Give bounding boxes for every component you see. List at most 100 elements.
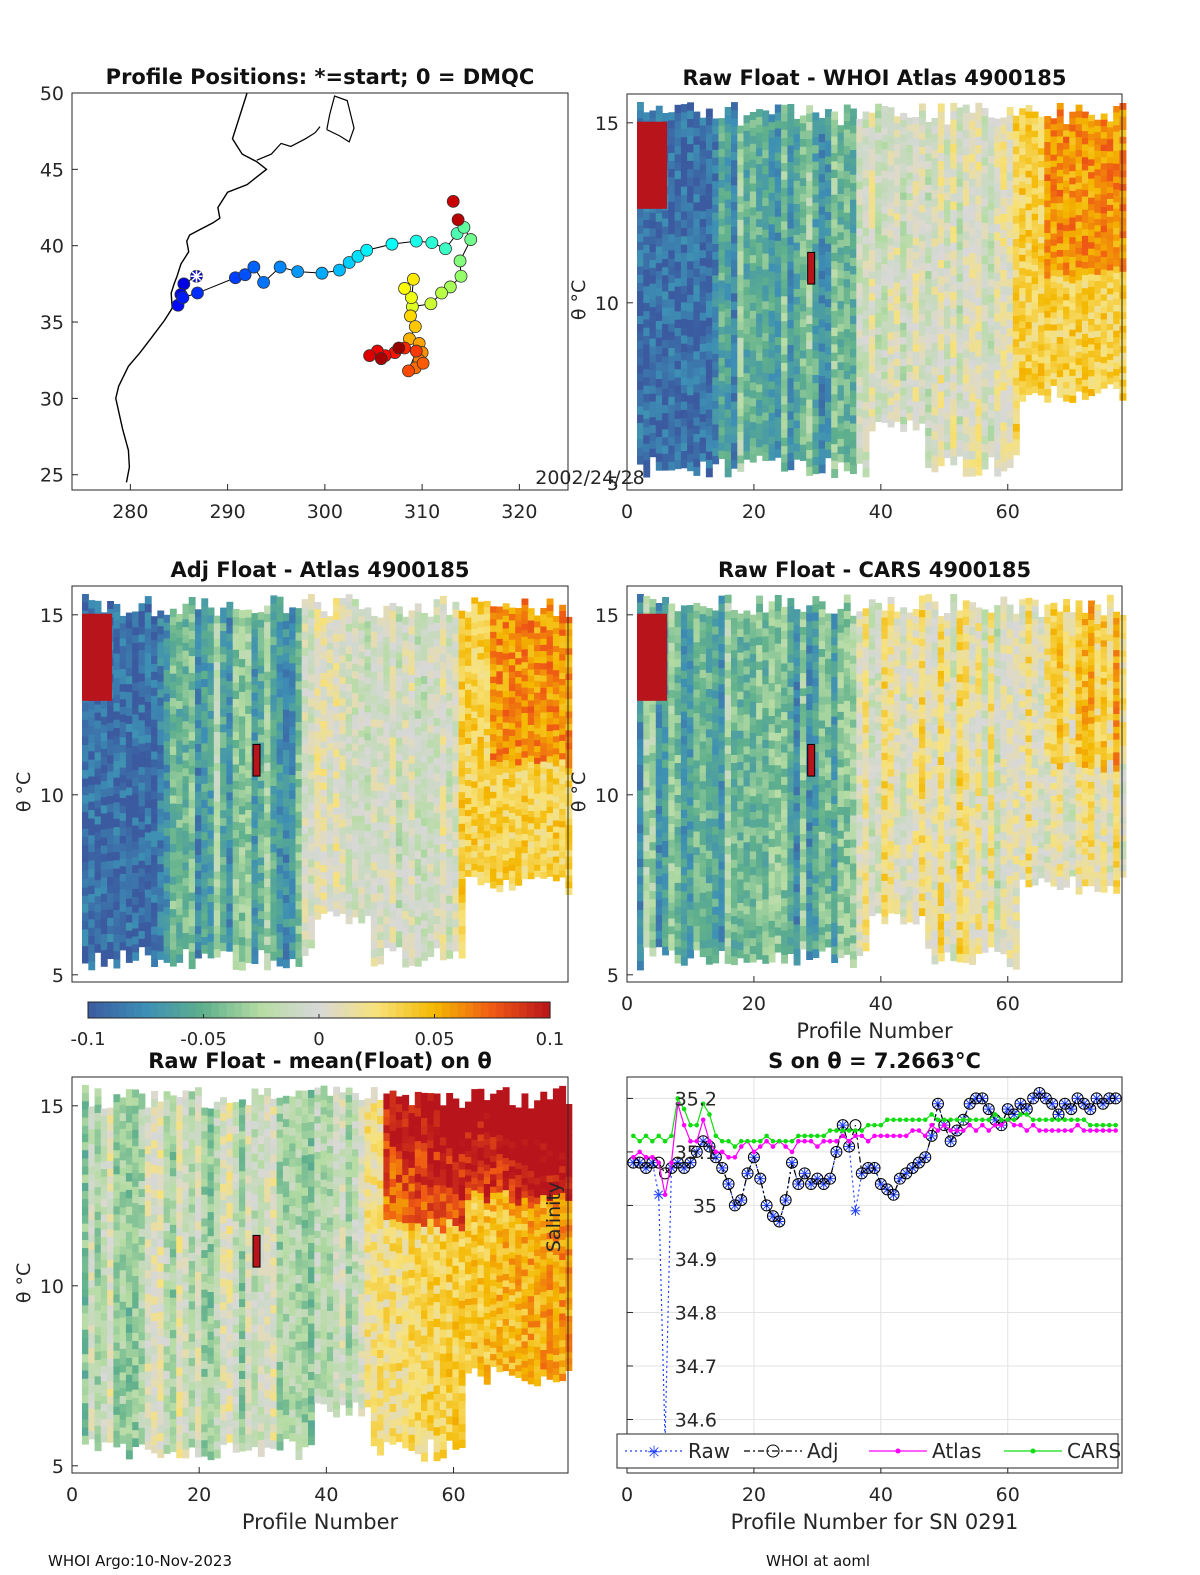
heatmap-cell	[812, 161, 820, 171]
heatmap-cell	[226, 808, 234, 817]
heatmap-cell	[937, 218, 945, 228]
heatmap-cell	[737, 235, 745, 245]
heatmap-cell	[712, 377, 720, 386]
heatmap-cell	[226, 911, 234, 920]
heatmap-cell	[138, 892, 146, 901]
heatmap-cell	[1000, 213, 1008, 223]
heatmap-cell	[1119, 170, 1127, 178]
heatmap-cell	[737, 196, 745, 205]
heatmap-cell	[843, 204, 851, 214]
heatmap-cell	[1075, 182, 1083, 190]
heatmap-cell	[207, 925, 215, 935]
heatmap-cell	[144, 604, 152, 613]
heatmap-cell	[893, 164, 901, 173]
heatmap-cell	[232, 797, 240, 807]
heatmap-cell	[662, 461, 669, 471]
heatmap-cell	[176, 708, 184, 718]
heatmap-cell	[887, 310, 895, 319]
heatmap-cell	[144, 897, 152, 907]
heatmap-cell	[868, 322, 876, 331]
heatmap-cell	[705, 158, 713, 168]
heatmap-cell	[699, 437, 707, 446]
heatmap-cell	[812, 186, 820, 196]
heatmap-cell	[157, 745, 165, 754]
heatmap-cell	[925, 404, 933, 414]
heatmap-cell	[113, 876, 121, 886]
heatmap-cell	[163, 891, 171, 900]
heatmap-cell	[718, 342, 726, 351]
heatmap-cell	[987, 240, 995, 250]
heatmap-cell	[875, 370, 882, 379]
heatmap-cell	[981, 198, 989, 208]
heatmap-cell	[1012, 393, 1020, 402]
heatmap-cell	[169, 698, 177, 707]
heatmap-cell	[1019, 135, 1027, 143]
heatmap-cell	[100, 893, 108, 903]
heatmap-cell	[1113, 343, 1121, 351]
heatmap-cell	[680, 360, 688, 370]
heatmap-cell	[950, 242, 958, 252]
heatmap-cell	[768, 350, 776, 359]
heatmap-cell	[245, 914, 253, 923]
heatmap-cell	[699, 351, 707, 361]
heatmap-cell	[643, 261, 651, 271]
heatmap-cell	[1094, 194, 1102, 201]
axes-frame	[626, 93, 1123, 491]
heatmap-cell	[1038, 357, 1045, 364]
heatmap-cell	[637, 398, 644, 407]
heatmap-cell	[195, 688, 202, 698]
heatmap-cell	[1088, 236, 1095, 243]
heatmap-cell	[182, 650, 190, 660]
heatmap-cell	[799, 131, 807, 140]
heatmap-cell	[724, 333, 732, 343]
heatmap-cell	[257, 612, 265, 621]
heatmap-cell	[1069, 329, 1077, 337]
heatmap-cell	[138, 915, 146, 924]
heatmap-cell	[176, 740, 184, 750]
heatmap-cell	[687, 135, 694, 145]
heatmap-cell	[956, 139, 964, 148]
heatmap-cell	[756, 400, 763, 409]
heatmap-cell	[919, 408, 926, 417]
heatmap-cell	[226, 824, 234, 833]
heatmap-cell	[169, 665, 177, 675]
heatmap-cell	[94, 904, 102, 913]
heatmap-cell	[1119, 393, 1127, 401]
heatmap-cell	[82, 845, 89, 855]
heatmap-cell	[687, 236, 694, 246]
heatmap-cell	[226, 760, 234, 770]
heatmap-cell	[119, 752, 127, 761]
heatmap-cell	[812, 128, 820, 138]
heatmap-cell	[188, 639, 196, 649]
heatmap-cell	[837, 362, 845, 371]
heatmap-cell	[737, 212, 745, 221]
heatmap-cell	[151, 695, 158, 705]
heatmap-cell	[674, 146, 682, 155]
heatmap-cell	[680, 178, 688, 188]
heatmap-cell	[132, 754, 140, 763]
heatmap-cell	[712, 322, 720, 331]
heatmap-cell	[969, 154, 976, 163]
heatmap-cell	[793, 211, 801, 220]
heatmap-cell	[793, 180, 801, 190]
heatmap-cell	[900, 120, 908, 128]
heatmap-cell	[1006, 213, 1014, 223]
heatmap-cell	[756, 266, 763, 275]
heatmap-cell	[270, 661, 278, 671]
heatmap-cell	[195, 886, 202, 896]
heatmap-cell	[668, 413, 676, 422]
heatmap-cell	[812, 276, 820, 286]
heatmap-cell	[787, 178, 795, 188]
heatmap-cell	[781, 196, 788, 206]
heatmap-cell	[1000, 446, 1008, 456]
heatmap-cell	[749, 199, 757, 209]
heatmap-cell	[1019, 234, 1027, 243]
heatmap-cell	[875, 226, 882, 235]
heatmap-cell	[1031, 188, 1039, 196]
heatmap-cell	[762, 436, 770, 446]
heatmap-cell	[1094, 219, 1102, 226]
heatmap-cell	[837, 347, 845, 356]
heatmap-cell	[201, 799, 209, 809]
heatmap-cell	[289, 615, 297, 624]
heatmap-cell	[1119, 379, 1127, 388]
